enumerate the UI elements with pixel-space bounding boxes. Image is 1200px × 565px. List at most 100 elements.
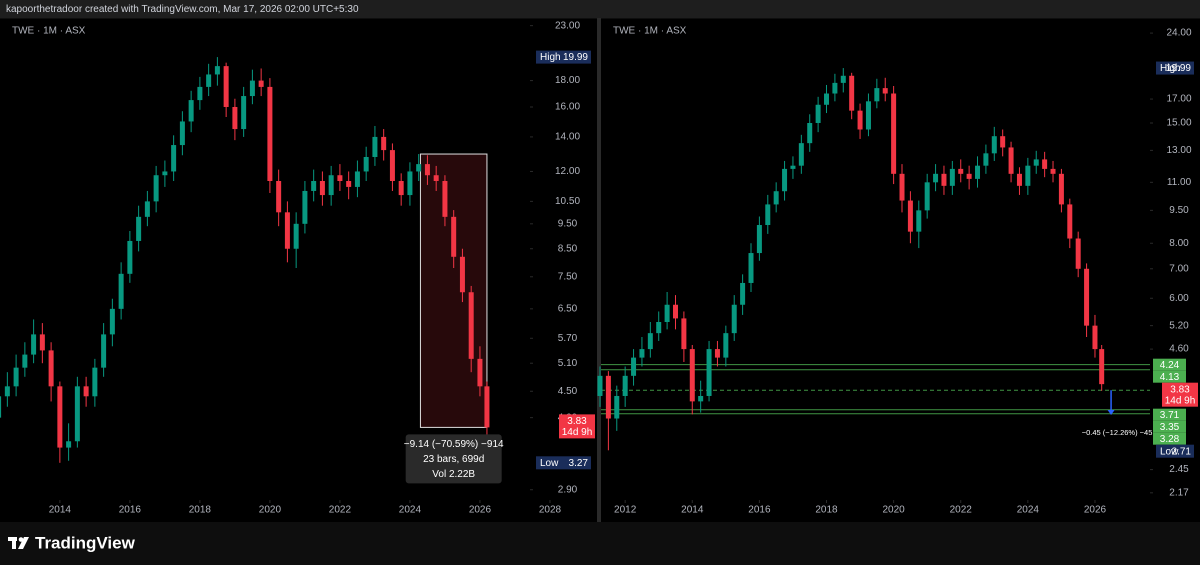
candle-body — [57, 386, 63, 448]
candle-body — [127, 240, 133, 274]
y-tick-label: 12.00 — [555, 166, 580, 177]
y-tick-label: 2.90 — [558, 484, 578, 495]
x-tick-label: 2014 — [681, 505, 704, 516]
candle-body — [337, 175, 343, 181]
measure-arrow-head — [1107, 409, 1115, 415]
marker-label: High — [540, 52, 561, 63]
x-tick-label: 2026 — [1084, 505, 1107, 516]
candle-body — [1016, 173, 1022, 186]
candle-body — [249, 80, 255, 97]
candle-body — [975, 165, 981, 179]
brand-logo — [8, 537, 29, 549]
measure-bars: 23 bars, 699d — [423, 454, 484, 465]
marker-label: High — [1160, 63, 1181, 74]
candle-body — [66, 441, 72, 448]
y-tick-label: 18.00 — [555, 75, 580, 86]
last-price: 3.83 — [567, 416, 587, 427]
candle-body — [1084, 268, 1090, 326]
candle-body — [991, 136, 997, 154]
candle-body — [891, 93, 897, 174]
candle-body — [1025, 165, 1031, 186]
candle-body — [907, 200, 913, 232]
x-tick-label: 2022 — [950, 505, 973, 516]
candle-body — [13, 367, 19, 387]
candle-body — [647, 333, 653, 350]
top-bar — [0, 0, 1200, 18]
candle-body — [656, 321, 662, 334]
level-label-box — [1153, 358, 1186, 371]
chart-panel — [601, 19, 1200, 522]
measure-label: −0.45 (−12.26%) −45 — [1082, 428, 1153, 437]
candle-body — [311, 180, 317, 191]
chart: TWE · 1M · ASX 2014 2016 2018 2020 2022 2024 20… — [0, 19, 597, 522]
candle-body — [101, 334, 107, 368]
candle-body — [39, 334, 45, 351]
candle-body — [672, 304, 678, 319]
candle-body — [1033, 159, 1039, 166]
y-tick-label: 2.45 — [1169, 464, 1189, 475]
candle-body — [223, 66, 229, 107]
candle-body — [74, 386, 80, 442]
candle-body — [293, 223, 299, 249]
level-label: 4.13 — [1160, 372, 1180, 383]
candle-body — [302, 190, 308, 224]
candle-body — [731, 304, 737, 334]
candle-body — [1008, 147, 1014, 174]
candle-body — [832, 82, 838, 94]
candle-body — [22, 354, 28, 368]
candle-body — [4, 386, 10, 397]
y-tick-label: 8.00 — [1169, 238, 1189, 249]
y-tick-label: 9.50 — [1169, 205, 1189, 216]
candle-body — [197, 86, 203, 101]
candle-body — [381, 136, 387, 151]
candle-body — [748, 253, 754, 283]
y-tick-label: 5.10 — [558, 358, 578, 369]
candle-body — [941, 173, 947, 186]
candle-body — [407, 171, 413, 196]
candle-body — [179, 121, 185, 146]
candle-body — [1075, 238, 1081, 269]
measure-box — [419, 153, 488, 428]
candle-body — [162, 171, 168, 176]
candle-body — [83, 386, 89, 397]
candle-body — [698, 395, 704, 402]
candle-body — [484, 386, 490, 428]
x-tick-label: 2016 — [748, 505, 771, 516]
candle-body — [798, 143, 804, 166]
candle-body — [815, 104, 821, 123]
candle-body — [1000, 136, 1006, 148]
candle-body — [782, 168, 788, 192]
level-label-box — [1153, 420, 1186, 433]
candle-body — [92, 367, 98, 397]
level-label: 4.24 — [1160, 360, 1180, 371]
candle-body — [597, 375, 603, 396]
x-tick-label: 2028 — [539, 505, 562, 516]
candle-body — [681, 318, 687, 350]
panel-divider — [597, 18, 601, 522]
y-tick-label: 4.50 — [558, 386, 578, 397]
low-marker — [536, 456, 591, 470]
measure-volume: Vol 2.22B — [432, 469, 475, 480]
candle-body — [857, 110, 863, 130]
candle-body — [1099, 349, 1105, 385]
candle-body — [631, 357, 637, 376]
y-tick-label: 17.00 — [1166, 94, 1191, 105]
candle-body — [416, 164, 422, 172]
candle-body — [144, 201, 150, 217]
candle-body — [933, 173, 939, 183]
candle-body — [916, 210, 922, 232]
candle-body — [267, 86, 273, 181]
logo-stem — [12, 537, 16, 549]
candle-body — [451, 216, 457, 257]
candle-body — [807, 122, 813, 144]
candle-body — [983, 153, 989, 166]
candle-body — [765, 204, 771, 226]
candle-body — [284, 212, 290, 249]
candle-body — [214, 66, 220, 75]
candle-body — [363, 156, 369, 172]
attribution: kapoorthetradoor created with TradingVie… — [6, 4, 359, 15]
chart-header: TWE · 1M · ASX — [12, 26, 86, 37]
chart: TWE · 1M · ASX 2012 2014 2016 2018 2020 2022 20… — [597, 19, 1200, 522]
candle-body — [424, 164, 430, 176]
